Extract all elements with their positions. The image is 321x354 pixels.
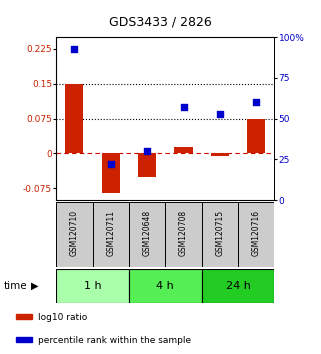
Bar xyxy=(16,337,32,342)
Bar xyxy=(56,202,92,267)
Text: GSM120715: GSM120715 xyxy=(215,210,224,256)
Bar xyxy=(102,154,120,193)
Point xyxy=(144,148,150,154)
Bar xyxy=(202,202,238,267)
Point xyxy=(254,99,259,105)
Bar xyxy=(211,154,229,156)
Bar xyxy=(202,269,274,303)
Text: GDS3433 / 2826: GDS3433 / 2826 xyxy=(109,16,212,29)
Text: log10 ratio: log10 ratio xyxy=(39,313,88,322)
Bar xyxy=(16,314,32,319)
Text: GSM120716: GSM120716 xyxy=(252,210,261,256)
Text: GSM120648: GSM120648 xyxy=(143,210,152,256)
Point xyxy=(181,104,186,110)
Text: GSM120711: GSM120711 xyxy=(106,210,115,256)
Point xyxy=(217,111,222,116)
Bar xyxy=(138,154,156,177)
Text: GSM120708: GSM120708 xyxy=(179,210,188,256)
Bar xyxy=(174,147,193,154)
Bar xyxy=(165,202,202,267)
Text: GSM120710: GSM120710 xyxy=(70,210,79,256)
Text: 4 h: 4 h xyxy=(156,281,174,291)
Text: percentile rank within the sample: percentile rank within the sample xyxy=(39,336,192,345)
Bar xyxy=(65,84,83,154)
Point xyxy=(108,161,113,167)
Bar xyxy=(129,269,202,303)
Bar xyxy=(56,269,129,303)
Text: 1 h: 1 h xyxy=(84,281,101,291)
Text: 24 h: 24 h xyxy=(226,281,250,291)
Bar xyxy=(92,202,129,267)
Bar xyxy=(247,119,265,154)
Point xyxy=(72,46,77,51)
Text: ▶: ▶ xyxy=(30,281,38,291)
Bar xyxy=(129,202,165,267)
Text: time: time xyxy=(3,281,27,291)
Bar xyxy=(238,202,274,267)
